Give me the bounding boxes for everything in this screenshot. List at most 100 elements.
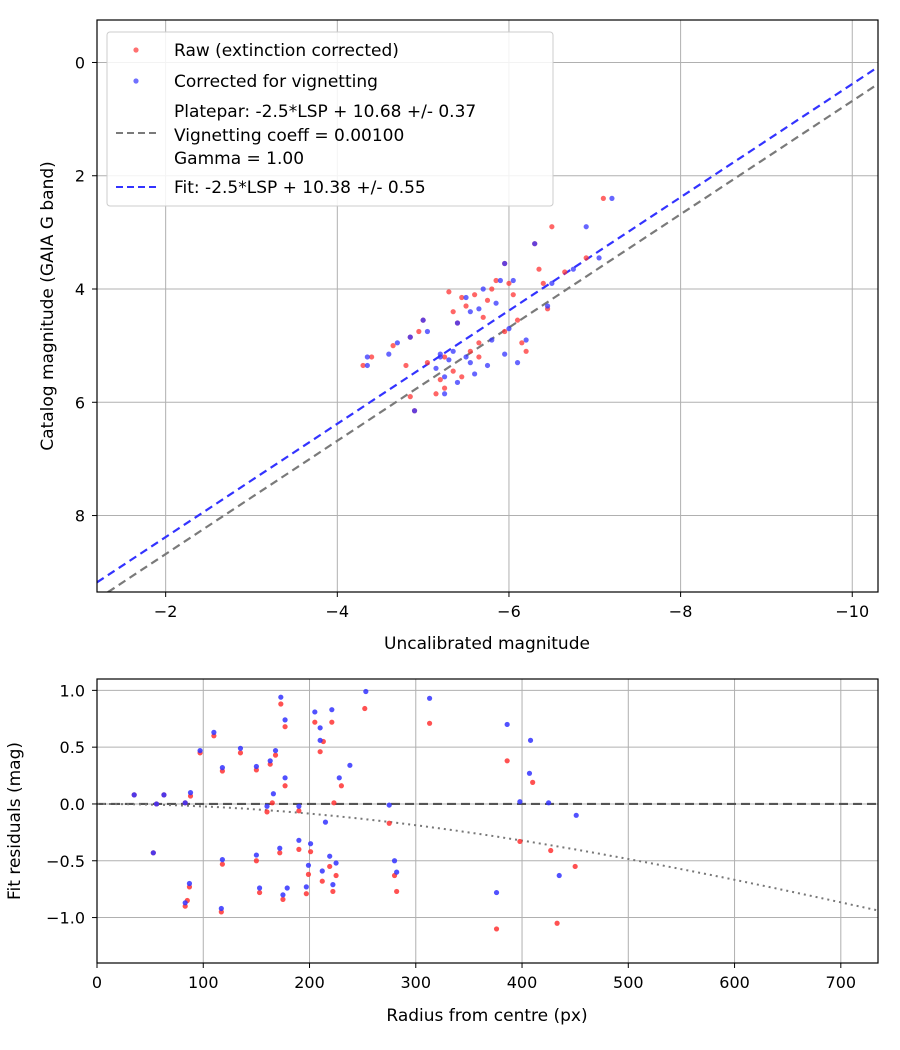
corrected-point — [510, 277, 516, 284]
corrected-residual-point — [303, 884, 309, 890]
raw-residual-point — [269, 800, 275, 806]
corrected-residual-point — [386, 802, 392, 808]
corrected-point — [497, 277, 503, 284]
raw-residual-point — [317, 749, 323, 755]
corrected-residual-point — [527, 737, 534, 743]
corrected-point — [480, 286, 486, 292]
corrected-residual-point — [264, 803, 270, 809]
raw-point — [441, 385, 448, 391]
corrected-point — [609, 195, 615, 201]
corrected-residual-point — [267, 758, 273, 764]
bottom-axis-ticks: 0 100 200 300 400 500 600 700 1.0 0.5 0.0 −0.5 −1.0 — [46, 681, 856, 992]
raw-residual-point — [331, 800, 337, 806]
corrected-residual-point — [330, 882, 336, 888]
raw-point — [523, 348, 529, 354]
raw-residual-point — [504, 758, 510, 764]
raw-residual-point — [307, 849, 314, 855]
raw-point — [519, 340, 525, 346]
corrected-residual-point — [426, 695, 433, 701]
top-y-tick-label: 4 — [75, 280, 85, 299]
raw-point — [502, 328, 508, 335]
bottom-x-tick-label: 700 — [826, 973, 857, 992]
bottom-y-tick-label: 1.0 — [60, 681, 85, 700]
corrected-residual-point — [187, 790, 194, 796]
raw-residual-point — [426, 720, 433, 726]
corrected-residual-point — [219, 765, 225, 771]
corrected-residual-point — [284, 885, 290, 891]
corrected-residual-point — [197, 747, 203, 754]
raw-point — [510, 292, 516, 298]
corrected-residual-point — [278, 694, 284, 700]
raw-residual-point — [264, 809, 270, 815]
raw-residual-point — [333, 872, 339, 879]
raw-residual-point — [362, 705, 368, 712]
corrected-residual-point — [182, 800, 188, 806]
corrected-residual-point — [296, 837, 302, 843]
corrected-point — [472, 371, 478, 377]
bottom-x-tick-label: 600 — [719, 973, 750, 992]
corrected-point — [446, 357, 452, 363]
raw-residual-point — [256, 889, 263, 896]
raw-residual-point — [253, 858, 259, 864]
corrected-residual-point — [336, 775, 342, 781]
corrected-point — [437, 351, 443, 357]
bottom-y-tick-label: 0.0 — [60, 795, 85, 814]
corrected-residual-point — [131, 792, 137, 798]
legend-marker-corrected — [133, 78, 139, 84]
raw-point — [390, 343, 396, 349]
top-axis-ticks: −2 −4 −6 −8 −10 0 2 4 6 8 — [75, 53, 869, 621]
top-y-tick-label: 6 — [75, 393, 85, 412]
corrected-residual-point — [333, 860, 339, 866]
raw-point — [476, 354, 482, 360]
corrected-residual-point — [253, 763, 259, 770]
corrected-point — [476, 306, 482, 312]
raw-residual-point — [394, 888, 400, 895]
corrected-residual-point — [296, 803, 302, 809]
bottom-x-tick-label: 0 — [92, 973, 102, 992]
bottom-gridlines — [96, 679, 878, 963]
raw-point — [450, 309, 456, 315]
bottom-x-tick-label: 400 — [507, 973, 538, 992]
raw-residual-point — [237, 750, 244, 756]
legend-label-vignetting: Vignetting coeff = 0.00100 — [174, 126, 404, 146]
corrected-residual-point — [322, 819, 329, 825]
raw-residual-point — [329, 719, 335, 725]
raw-point — [403, 362, 409, 369]
bottom-data-points — [131, 688, 579, 932]
corrected-point — [596, 255, 602, 261]
corrected-residual-point — [545, 800, 552, 806]
corrected-residual-point — [363, 688, 369, 695]
corrected-residual-point — [218, 905, 224, 912]
corrected-residual-point — [270, 791, 276, 797]
corrected-residual-point — [150, 850, 156, 856]
legend-label-raw: Raw (extinction corrected) — [174, 41, 399, 61]
corrected-point — [544, 303, 551, 309]
corrected-residual-point — [305, 862, 312, 868]
raw-residual-point — [305, 871, 312, 877]
corrected-point — [407, 334, 413, 340]
corrected-residual-point — [186, 880, 193, 887]
raw-residual-point — [296, 808, 302, 814]
corrected-residual-point — [219, 857, 225, 863]
corrected-residual-point — [253, 852, 259, 858]
raw-point — [463, 303, 469, 309]
corrected-point — [420, 317, 426, 323]
raw-residual-point — [386, 820, 392, 826]
raw-point — [459, 374, 465, 380]
raw-residual-point — [278, 701, 284, 707]
corrected-residual-point — [153, 801, 160, 807]
top-plot-frame — [96, 19, 879, 593]
raw-residual-point — [319, 878, 325, 884]
top-y-tick-label: 2 — [75, 167, 85, 186]
corrected-point — [433, 365, 439, 371]
raw-residual-point — [312, 719, 318, 725]
raw-residual-point — [530, 779, 536, 785]
corrected-residual-point — [161, 792, 167, 798]
raw-residual-point — [338, 783, 344, 789]
corrected-point — [386, 351, 392, 357]
top-y-tick-label: 8 — [75, 507, 85, 526]
raw-residual-point — [517, 838, 523, 845]
bottom-x-tick-label: 100 — [188, 973, 219, 992]
legend-label-gamma: Gamma = 1.00 — [174, 149, 304, 169]
